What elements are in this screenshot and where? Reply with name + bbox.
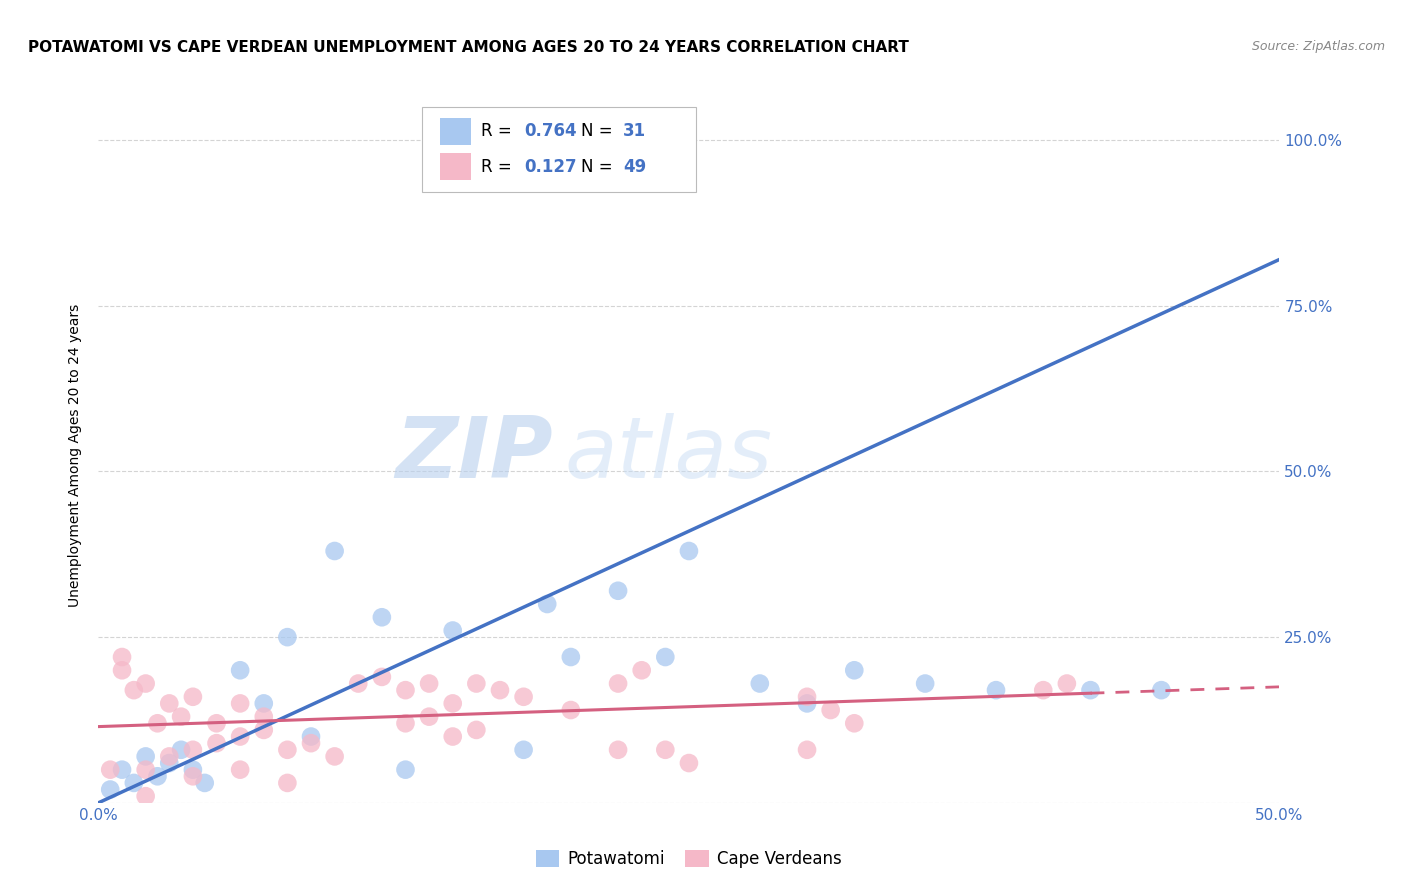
Point (170, 709, 193, 723)
Text: atlas: atlas (565, 413, 773, 497)
Point (1032, 683, 1054, 698)
Point (194, 776, 217, 790)
Point (630, 663, 652, 677)
Point (820, 703, 842, 717)
Point (299, 736, 322, 750)
Point (111, 650, 134, 665)
Point (1150, 683, 1173, 698)
Point (157, 756, 180, 770)
Point (181, 763, 204, 777)
Text: 0.127: 0.127 (524, 158, 576, 176)
Point (157, 697, 180, 711)
Point (111, 763, 134, 777)
Text: 49: 49 (623, 158, 647, 176)
Text: ZIP: ZIP (395, 413, 553, 497)
Y-axis label: Unemployment Among Ages 20 to 24 years: Unemployment Among Ages 20 to 24 years (69, 303, 83, 607)
Point (229, 663, 252, 677)
Point (418, 709, 440, 723)
Point (394, 716, 416, 731)
Legend: Potawatomi, Cape Verdeans: Potawatomi, Cape Verdeans (530, 843, 848, 874)
Point (146, 769, 169, 783)
Text: N =: N = (581, 158, 612, 176)
Point (465, 676, 488, 690)
Text: 0.764: 0.764 (524, 122, 576, 140)
Point (607, 743, 630, 757)
Point (170, 743, 193, 757)
Point (229, 730, 252, 744)
Point (418, 676, 440, 690)
Point (135, 676, 157, 690)
Point (98, 782, 121, 797)
Point (1056, 676, 1078, 690)
Point (181, 743, 204, 757)
Point (253, 709, 276, 723)
Text: R =: R = (481, 158, 512, 176)
Point (536, 597, 558, 611)
Text: 31: 31 (623, 122, 645, 140)
Point (371, 670, 394, 684)
Point (796, 697, 818, 711)
Point (253, 697, 276, 711)
Point (607, 583, 630, 598)
Point (323, 749, 346, 764)
Point (654, 743, 676, 757)
Point (796, 690, 818, 704)
Point (748, 676, 770, 690)
Point (276, 743, 298, 757)
Point (796, 743, 818, 757)
Point (678, 544, 700, 558)
Point (441, 730, 464, 744)
Point (135, 789, 157, 804)
Point (122, 776, 145, 790)
Point (394, 763, 416, 777)
Text: R =: R = (481, 122, 512, 140)
Point (98, 763, 121, 777)
Point (512, 743, 534, 757)
Point (146, 716, 169, 731)
Point (371, 610, 394, 624)
Point (205, 736, 228, 750)
Point (560, 650, 582, 665)
Point (111, 663, 134, 677)
Point (276, 776, 298, 790)
Point (229, 763, 252, 777)
Point (489, 683, 512, 698)
Point (844, 663, 866, 677)
Point (181, 769, 204, 783)
Point (654, 650, 676, 665)
Point (347, 676, 370, 690)
Point (122, 683, 145, 698)
Text: POTAWATOMI VS CAPE VERDEAN UNEMPLOYMENT AMONG AGES 20 TO 24 YEARS CORRELATION CH: POTAWATOMI VS CAPE VERDEAN UNEMPLOYMENT … (28, 40, 910, 55)
Point (394, 683, 416, 698)
Point (299, 730, 322, 744)
Point (441, 624, 464, 638)
Point (607, 676, 630, 690)
Point (205, 716, 228, 731)
Point (157, 749, 180, 764)
Point (914, 676, 936, 690)
Point (441, 697, 464, 711)
Point (678, 756, 700, 770)
Text: N =: N = (581, 122, 612, 140)
Point (135, 763, 157, 777)
Point (984, 683, 1007, 698)
Point (560, 703, 582, 717)
Point (1080, 683, 1102, 698)
Text: Source: ZipAtlas.com: Source: ZipAtlas.com (1251, 40, 1385, 54)
Point (465, 723, 488, 737)
Point (253, 723, 276, 737)
Point (181, 690, 204, 704)
Point (229, 697, 252, 711)
Point (512, 690, 534, 704)
Point (135, 749, 157, 764)
Point (276, 630, 298, 644)
Point (844, 716, 866, 731)
Point (323, 544, 346, 558)
